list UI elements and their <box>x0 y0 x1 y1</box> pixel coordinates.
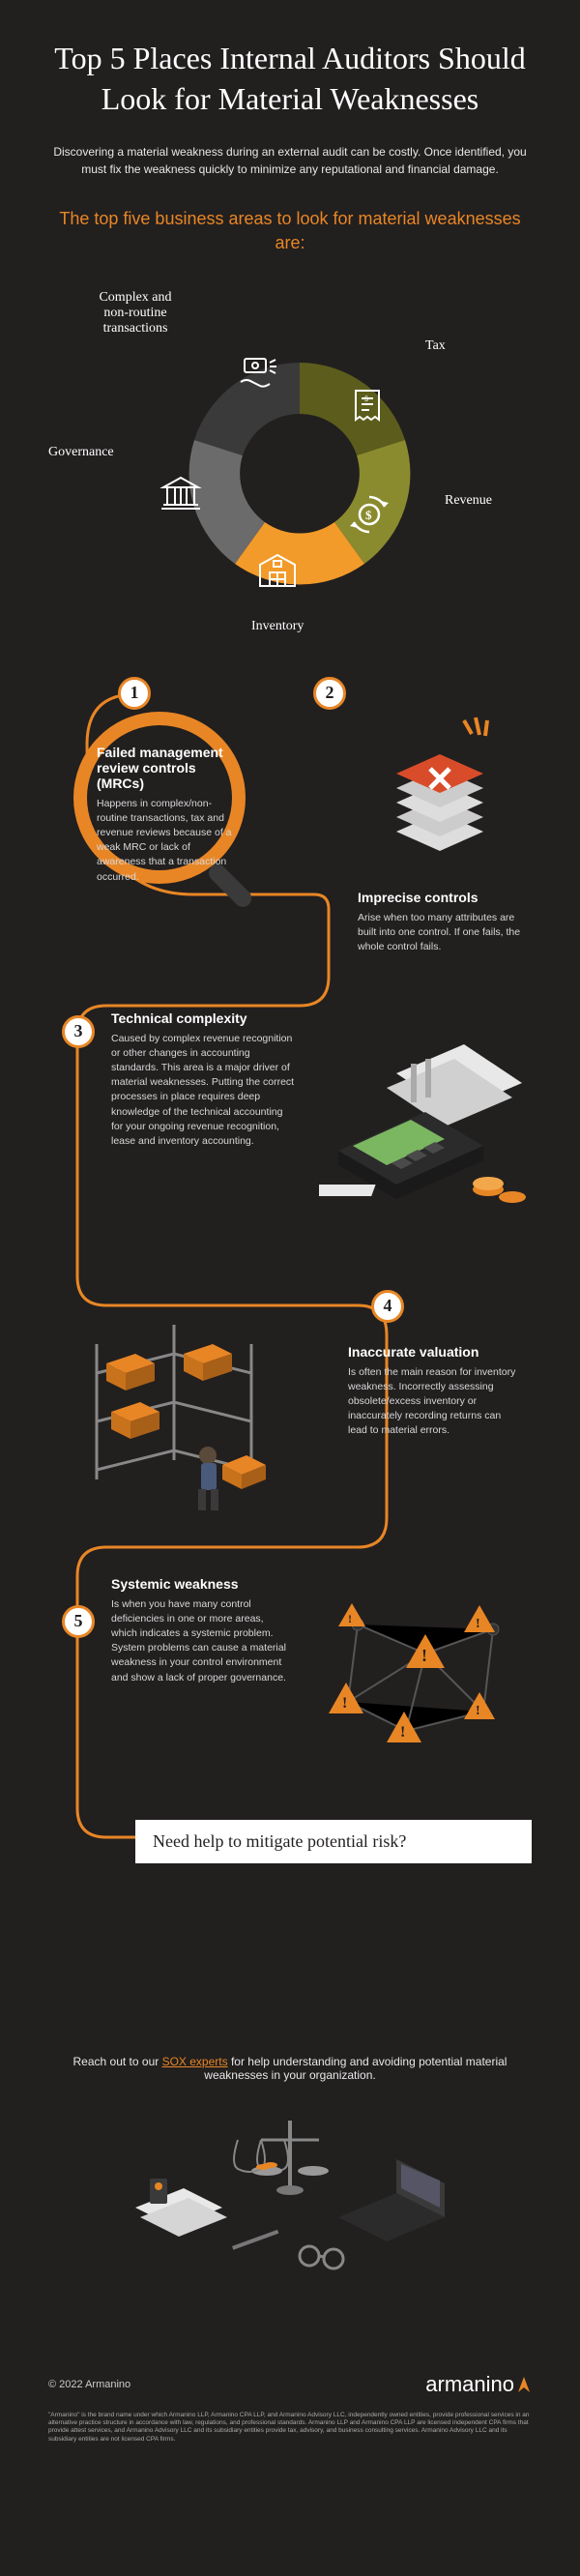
fineprint: "Armanino" is the brand name under which… <box>0 2412 580 2474</box>
cta-box: Need help to mitigate potential risk? <box>135 1820 532 1863</box>
donut-label-tax: Tax <box>425 338 446 354</box>
sox-experts-link[interactable]: SOX experts <box>162 2055 228 2068</box>
item-5-body: Is when you have many control deficienci… <box>111 1597 290 1685</box>
item-1-body: Happens in complex/non-routine transacti… <box>97 797 232 885</box>
risk-network-icon: ! ! ! ! ! ! <box>309 1586 532 1779</box>
item-2: Imprecise controls Arise when too many a… <box>358 890 522 955</box>
num-3: 3 <box>62 1015 95 1048</box>
brand-text: armanino <box>425 2372 514 2397</box>
brand-mark-icon <box>516 2375 532 2394</box>
bank-icon <box>160 474 202 512</box>
cta-post: for help understanding and avoiding pote… <box>204 2055 507 2082</box>
dollar-cycle-icon: $ <box>348 493 391 536</box>
num-1: 1 <box>118 677 151 710</box>
warehouse-icon <box>256 551 299 590</box>
svg-text:!: ! <box>342 1695 347 1712</box>
num-5: 5 <box>62 1605 95 1638</box>
donut-chart: $ $ <box>48 280 532 648</box>
copyright: © 2022 Armanino <box>48 2379 130 2390</box>
svg-text:!: ! <box>476 1617 480 1631</box>
paper-stack-icon <box>367 716 512 880</box>
footer-illustration <box>116 2111 464 2304</box>
cta-text: Reach out to our SOX experts for help un… <box>48 2055 532 2082</box>
item-2-title: Imprecise controls <box>358 890 522 905</box>
item-3: Technical complexity Caused by complex r… <box>111 1010 295 1150</box>
svg-text:$: $ <box>364 395 368 403</box>
num-4: 4 <box>371 1290 404 1323</box>
svg-text:!: ! <box>400 1724 405 1741</box>
donut-label-inventory: Inventory <box>251 619 304 634</box>
item-4-title: Inaccurate valuation <box>348 1344 522 1360</box>
receipt-icon: $ <box>348 387 387 425</box>
item-3-title: Technical complexity <box>111 1010 295 1026</box>
item-1: Failed management review controls (MRCs)… <box>97 745 232 885</box>
item-3-body: Caused by complex revenue recognition or… <box>111 1032 295 1150</box>
money-hand-icon <box>237 353 281 397</box>
item-5: Systemic weakness Is when you have many … <box>111 1576 290 1685</box>
calculator-scene-icon <box>319 1035 532 1228</box>
cta-pre: Reach out to our <box>73 2055 162 2068</box>
page-title: Top 5 Places Internal Auditors Should Lo… <box>48 39 532 119</box>
item-1-title: Failed management review controls (MRCs) <box>97 745 232 791</box>
brand-logo: armanino <box>425 2372 532 2397</box>
num-2: 2 <box>313 677 346 710</box>
donut-svg <box>164 338 435 609</box>
svg-text:!: ! <box>476 1704 480 1718</box>
item-4-body: Is often the main reason for inventory w… <box>348 1365 522 1439</box>
svg-text:$: $ <box>365 508 372 522</box>
item-4: Inaccurate valuation Is often the main r… <box>348 1344 522 1439</box>
svg-text:!: ! <box>348 1612 352 1625</box>
subhead: The top five business areas to look for … <box>48 207 532 255</box>
donut-label-complex: Complex andnon-routinetransactions <box>77 290 193 337</box>
item-5-title: Systemic weakness <box>111 1576 290 1592</box>
item-2-body: Arise when too many attributes are built… <box>358 911 522 955</box>
donut-label-revenue: Revenue <box>445 493 492 509</box>
warehouse-scene-icon <box>58 1315 309 1528</box>
flow-container: 1 Failed management review controls (MRC… <box>48 677 532 2031</box>
intro-text: Discovering a material weakness during a… <box>48 143 532 178</box>
donut-label-governance: Governance <box>48 445 114 460</box>
svg-text:!: ! <box>421 1646 427 1665</box>
